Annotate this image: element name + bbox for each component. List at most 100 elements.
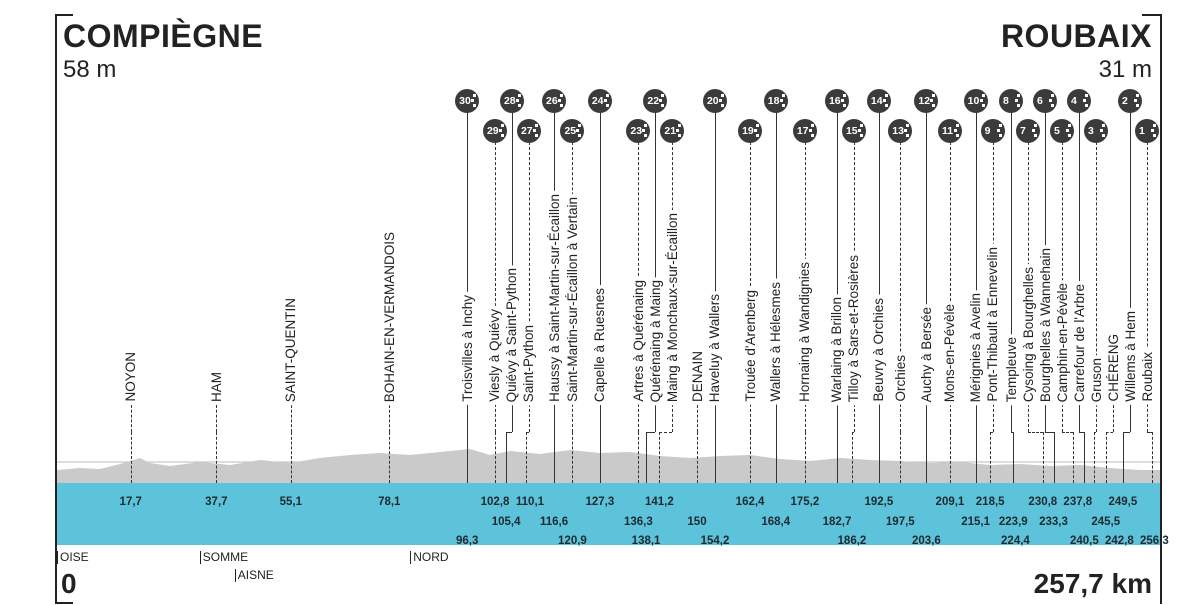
town-label: BOHAIN-EN-VERMANDOIS (381, 228, 397, 405)
km-value: 218,5 (975, 496, 1005, 508)
sector-label: Hornaing à Wandignies (797, 259, 813, 405)
sector-number: 6 (1037, 95, 1043, 107)
sector-number: 21 (664, 125, 677, 137)
total-distance: 257,7 km (1033, 568, 1152, 599)
marker-line (1084, 432, 1086, 483)
marker-line (949, 432, 951, 483)
sector-number: 26 (546, 95, 558, 107)
sector-label: Troisvilles à Inchy (459, 292, 475, 405)
km-value: 249,5 (1108, 496, 1138, 508)
cobblestone-icon (808, 124, 814, 138)
sector-number: 22 (647, 95, 660, 107)
cobblestone-icon (1049, 94, 1054, 108)
sector-label: Mons-en-Pévèle (942, 300, 958, 405)
sector-badge: 23 (626, 119, 651, 143)
marker-jog (1028, 432, 1043, 433)
cobblestone-icon (930, 94, 936, 108)
sector-badge: 7 (1016, 119, 1040, 143)
km-value: 55,1 (279, 496, 303, 508)
marker-line (638, 432, 640, 483)
sector-number: 13 (892, 125, 904, 137)
cobblestone-icon (558, 94, 564, 108)
sector-label: Willems à Hem (1122, 308, 1138, 405)
sector-label: Templeuve (1003, 333, 1019, 405)
sector-number: 7 (1020, 125, 1026, 137)
sector-badge: 6 (1033, 89, 1057, 113)
frame-tick (55, 602, 73, 604)
sector-number: 28 (503, 95, 516, 107)
marker-line (130, 432, 132, 483)
km-value: 197,5 (885, 516, 915, 528)
marker-jog (506, 432, 512, 433)
marker-line (750, 142, 752, 432)
cobblestone-icon (718, 94, 724, 108)
sector-badge: 5 (1050, 119, 1074, 143)
marker-line (836, 432, 838, 483)
sector-number: 18 (767, 95, 780, 107)
sector-badge: 26 (542, 89, 567, 113)
km-value: 17,7 (119, 496, 142, 508)
sector-label: Capelle à Ruesnes (592, 284, 608, 405)
sector-label: Tilloy à Sars-et-Rosières (846, 251, 862, 405)
sector-label: Saint-Python (521, 321, 537, 405)
cobblestone-icon (642, 124, 648, 138)
marker-line (467, 432, 469, 483)
sector-number: 9 (984, 125, 991, 137)
marker-line (506, 432, 508, 483)
marker-jog (646, 432, 656, 433)
marker-jog (1062, 432, 1073, 433)
marker-line (216, 405, 218, 432)
sector-label: Artres à Quérénaing (630, 277, 646, 405)
marker-line (1147, 142, 1148, 432)
cobblestone-icon (996, 124, 1002, 138)
marker-line (659, 432, 661, 483)
sector-number: 27 (520, 125, 533, 137)
cobblestone-icon (498, 124, 504, 138)
sector-number: 8 (1003, 95, 1009, 107)
sector-label: Carrefour de l'Arbre (1071, 280, 1087, 405)
sector-badge: 21 (660, 119, 685, 143)
sector-label: Mérignies à Avelin (968, 289, 984, 405)
marker-line (528, 142, 530, 432)
cobblestone-icon (953, 124, 959, 138)
km-value: 96,3 (455, 535, 479, 547)
cobblestone-icon (840, 94, 846, 108)
sector-number: 11 (941, 125, 954, 137)
marker-line (216, 432, 218, 483)
sector-badge: 13 (888, 119, 913, 143)
town-label: HAM (208, 369, 224, 405)
marker-line (1079, 112, 1080, 432)
sector-badge: 1 (1135, 119, 1159, 143)
marker-jog (1122, 432, 1130, 433)
marker-line (949, 142, 951, 432)
marker-line (975, 112, 977, 432)
sector-number: 4 (1071, 95, 1077, 107)
marker-line (836, 112, 838, 432)
distance-band (57, 483, 1160, 545)
cobblestone-icon (904, 124, 910, 138)
finish-city: ROUBAIX (1000, 18, 1152, 54)
sector-label: Cysoing à Bourghelles (1020, 263, 1036, 405)
department-label: AISNE (234, 569, 274, 582)
marker-line (775, 432, 777, 483)
frame-left (55, 14, 57, 604)
marker-jog (659, 432, 673, 433)
sector-label: Maing à Monchaux-sur-Écaillon (664, 209, 680, 405)
marker-line (1130, 112, 1131, 432)
cobblestone-icon (1015, 94, 1020, 108)
sector-number: 12 (918, 95, 931, 107)
sector-badge: 22 (643, 89, 668, 113)
marker-jog (1105, 432, 1113, 433)
km-value: 245,5 (1091, 516, 1121, 528)
km-value: 233,3 (1039, 516, 1068, 528)
sector-badge: 25 (560, 119, 585, 143)
cobblestone-icon (603, 94, 609, 108)
marker-line (714, 112, 716, 432)
cobblestone-icon (1083, 94, 1088, 108)
frame-tick (55, 14, 73, 16)
marker-jog (1147, 432, 1152, 433)
marker-jog (1011, 432, 1014, 433)
sector-number: 20 (706, 95, 719, 107)
marker-line (851, 432, 853, 483)
km-value: 223,9 (998, 516, 1028, 528)
